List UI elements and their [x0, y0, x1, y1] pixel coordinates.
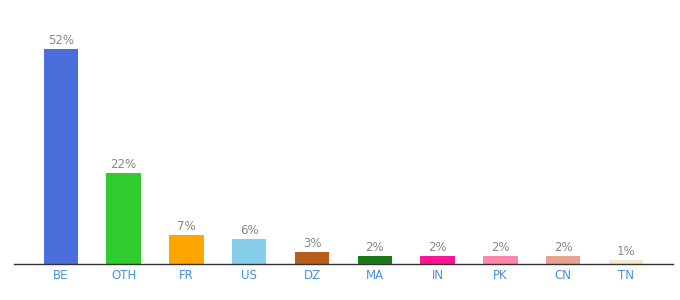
Text: 7%: 7% [177, 220, 196, 233]
Bar [546, 256, 581, 264]
Bar [420, 256, 455, 264]
Bar [44, 49, 78, 264]
Text: 2%: 2% [554, 241, 573, 254]
Text: 3%: 3% [303, 236, 321, 250]
Bar [358, 256, 392, 264]
Bar [483, 256, 517, 264]
Text: 52%: 52% [48, 34, 74, 47]
Text: 1%: 1% [617, 245, 635, 258]
Bar [609, 260, 643, 264]
Bar [232, 239, 267, 264]
Text: 2%: 2% [428, 241, 447, 254]
Text: 2%: 2% [365, 241, 384, 254]
Text: 22%: 22% [111, 158, 137, 171]
Text: 6%: 6% [240, 224, 258, 237]
Text: 2%: 2% [491, 241, 510, 254]
Bar [294, 252, 329, 264]
Bar [106, 173, 141, 264]
Bar [169, 235, 204, 264]
